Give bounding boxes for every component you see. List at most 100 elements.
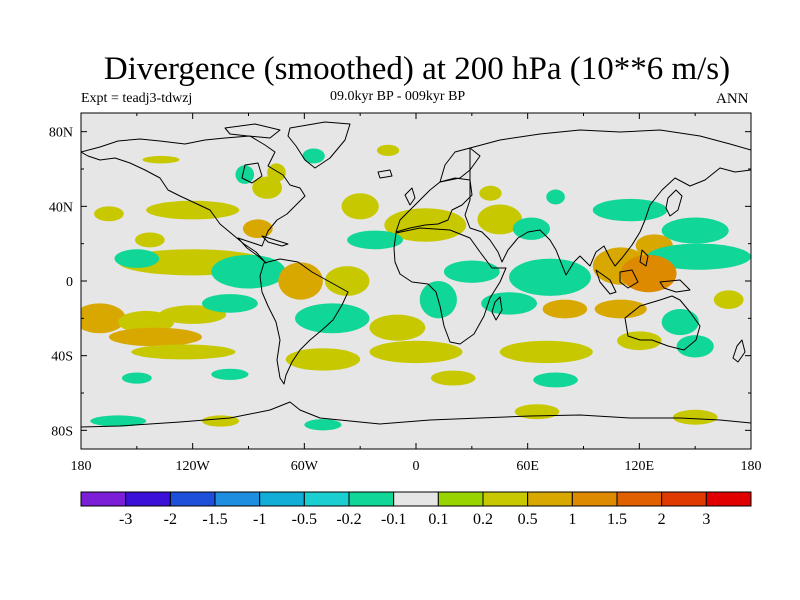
coastline-british-isles [404,187,416,206]
divergence-contour-patch [94,206,124,222]
divergence-contour-patch [235,165,255,184]
divergence-contour-patch [108,327,202,347]
coastline-australia [624,295,701,351]
coastline-hudson-bay [241,162,263,184]
experiment-label: Expt = teadj3-tdwzj [81,91,193,106]
coastline-antarctica [81,401,751,428]
divergence-contour-patch [376,144,400,156]
coastline-arctic-islands [224,123,281,139]
divergence-contour-patch [304,419,342,431]
colorbar-label: -0.1 [381,511,406,528]
divergence-contour-patch [369,340,463,364]
divergence-contour-patch [533,372,578,388]
divergence-contour-patch [542,299,588,319]
y-tick-label: 40S [51,350,73,365]
divergence-contour-patch [514,404,560,420]
divergence-contour-patch [430,370,476,386]
y-tick-label: 40N [49,200,73,215]
divergence-contour-patch [713,290,744,309]
colorbar-swatch [616,491,663,507]
coastlines [81,121,751,428]
divergence-contour-patch [592,198,668,222]
divergence-contour-patch [661,309,699,336]
colorbar-label: 0.2 [473,511,493,528]
divergence-contour-patch [159,305,227,324]
x-tick-label: 60E [516,459,539,474]
divergence-contour-patch [295,303,370,334]
divergence-contour-patch [134,232,165,248]
y-tick-label: 0 [66,275,73,290]
colorbar-swatch [303,491,350,507]
chart-title: Divergence (smoothed) at 200 hPa (10**6 … [103,51,731,87]
divergence-contour-patch [347,230,403,250]
season-label: ANN [716,91,749,107]
coastline-madagascar [491,296,503,321]
colorbar-label: 1.5 [607,511,627,528]
divergence-field [81,144,751,431]
x-tick-label: 180 [71,459,92,474]
divergence-contour-patch [242,219,273,239]
divergence-contour-patch [201,294,258,313]
divergence-contour-patch [90,415,147,427]
divergence-contour-patch [594,299,647,319]
colorbar-swatch [80,491,127,507]
colorbar-swatch [661,491,707,507]
x-tick-label: 60W [291,459,319,474]
y-tick-label: 80N [49,126,73,141]
coastline-new-guinea [659,279,691,293]
colorbar-label: -0.2 [336,511,361,528]
colorbar-label: -1.5 [202,511,227,528]
divergence-contour-patch [324,266,370,296]
coastline-philippines [639,249,649,267]
divergence-contour-patch [477,204,523,235]
colorbar-swatch [214,491,261,507]
colorbar-swatch [348,491,395,507]
coastline-borneo [619,269,639,289]
colorbar-label: -3 [119,511,132,528]
x-tick-label: 0 [413,459,420,474]
divergence-contour-patch [661,217,729,244]
colorbar-swatch [527,491,573,507]
colorbar-label: 2 [658,511,666,528]
divergence-contour-patch [499,340,593,364]
period-label: 09.0kyr BP - 009kyr BP [330,89,466,104]
divergence-contour-patch [252,176,282,199]
divergence-contour-patch [672,409,718,425]
coastline-iceland [377,169,393,179]
divergence-contour-patch [302,148,325,164]
colorbar-label: 0.5 [518,511,538,528]
divergence-contour-patch [646,243,751,270]
divergence-contour-patch [443,260,500,283]
coastline-europe [395,177,473,233]
divergence-contour-patch [620,254,677,293]
colorbar-swatch [571,491,618,507]
colorbar-swatch [437,491,484,507]
latitude-axis: 80N 40N 0 40S 80S [49,126,751,439]
divergence-contour-patch [211,254,286,289]
divergence-contour-patch [131,344,236,360]
divergence-contour-patch [81,303,126,334]
colorbar-swatch [259,491,305,507]
colorbar-label: 1 [568,511,576,528]
colorbar-swatch [169,491,216,507]
colorbar-label: -0.5 [292,511,317,528]
divergence-contour-patch [479,185,502,201]
coastline-caribbean [261,235,289,247]
divergence-contour-patch [121,372,152,384]
colorbar: -3 -2 -1.5 -1 -0.5 -0.2 -0.1 0.1 0.2 0.5 1 1.5 2 3 [80,491,752,528]
colorbar-label: -2 [164,511,177,528]
coastline-africa [393,227,507,345]
divergence-contour-patch [142,155,180,164]
coastline-scandinavia [439,147,481,183]
divergence-contour-patch [114,249,160,268]
coastline-japan [665,189,683,217]
divergence-contour-patch [369,314,426,341]
divergence-contour-patch [512,217,551,240]
divergence-contour-patch [285,348,361,371]
colorbar-label: 0.1 [428,511,448,528]
divergence-contour-patch [211,368,249,380]
coastline-south-america [259,258,349,385]
coastline-north-america [81,135,306,264]
divergence-contour-patch [509,258,591,296]
